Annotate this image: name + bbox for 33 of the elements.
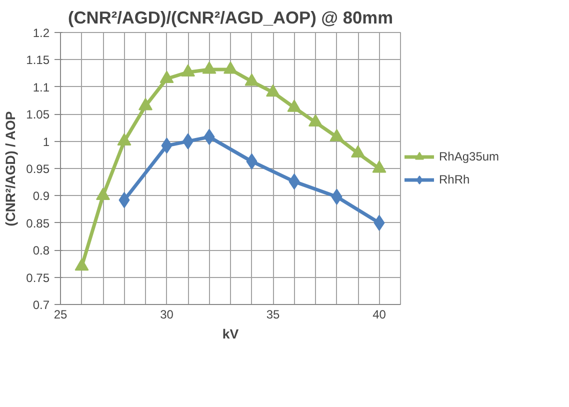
legend-label: RhRh bbox=[439, 172, 470, 186]
point bbox=[117, 133, 132, 146]
x-tick-label: 25 bbox=[54, 308, 68, 322]
x-tick-label: 30 bbox=[160, 308, 174, 322]
point bbox=[244, 73, 259, 86]
point bbox=[266, 84, 280, 97]
y-tick-label: 0.7 bbox=[32, 298, 50, 312]
y-tick-label: 1.1 bbox=[32, 80, 50, 94]
y-axis-title: (CNR²/AGD) / AOP bbox=[3, 111, 18, 226]
point bbox=[308, 114, 322, 127]
x-axis-title: kV bbox=[222, 326, 239, 342]
chart-title: (CNR²/AGD)/(CNR²/AGD_AOP) @ 80mm bbox=[68, 8, 393, 28]
y-tick-label: 0.9 bbox=[32, 189, 50, 204]
legend-label: RhAg35um bbox=[439, 150, 500, 164]
point bbox=[224, 61, 238, 74]
y-tick-label: 1.2 bbox=[32, 26, 50, 40]
y-tick-label: 0.75 bbox=[26, 270, 50, 285]
x-tick-label: 35 bbox=[266, 308, 280, 322]
y-tick-label: 1 bbox=[42, 134, 50, 149]
point bbox=[202, 61, 216, 74]
y-tick-label: 1.15 bbox=[26, 53, 50, 68]
x-tick-label: 40 bbox=[372, 308, 386, 322]
y-tick-label: 1.05 bbox=[26, 108, 50, 122]
y-tick-label: 0.95 bbox=[26, 162, 50, 176]
point bbox=[287, 100, 302, 112]
point bbox=[160, 70, 174, 83]
point bbox=[330, 128, 344, 142]
point bbox=[372, 160, 386, 173]
y-tick-label: 0.8 bbox=[32, 244, 50, 258]
point bbox=[138, 98, 152, 110]
point bbox=[351, 145, 365, 158]
y-tick-label: 0.85 bbox=[26, 216, 50, 230]
point bbox=[181, 64, 195, 76]
